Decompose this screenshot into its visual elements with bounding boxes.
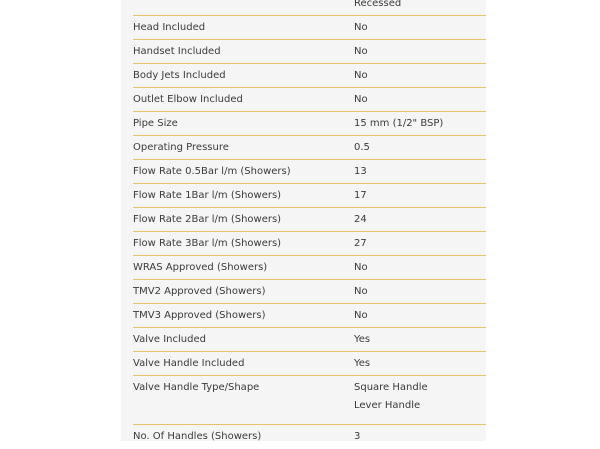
- spec-row: TMV2 Approved (Showers) No: [133, 280, 486, 304]
- spec-value: No: [354, 64, 368, 88]
- spec-value-line: Yes: [354, 358, 371, 369]
- spec-value-line: Recessed: [354, 0, 402, 9]
- spec-row: Valve Handle Included Yes: [133, 352, 486, 376]
- spec-label: TMV3 Approved (Showers): [133, 310, 266, 321]
- spec-value: No: [354, 280, 368, 304]
- spec-value: 13: [354, 160, 367, 184]
- spec-row: WRAS Approved (Showers) No: [133, 256, 486, 280]
- spec-value: No: [354, 304, 368, 328]
- spec-value-line: No: [354, 286, 368, 297]
- spec-value-line: Lever Handle: [354, 400, 421, 411]
- spec-row: Body Jets Included No: [133, 64, 486, 88]
- spec-value-line: No: [354, 22, 368, 33]
- spec-value-line: No: [354, 94, 368, 105]
- spec-value-line: 17: [354, 190, 367, 201]
- spec-value-line: 3: [354, 431, 361, 442]
- spec-value: No: [354, 40, 368, 64]
- spec-label: Valve Handle Type/Shape: [133, 382, 260, 393]
- spec-value-line: No: [354, 46, 368, 57]
- spec-label: Flow Rate 2Bar l/m (Showers): [133, 214, 282, 225]
- spec-label: Head Included: [133, 22, 206, 33]
- spec-row: Flow Rate 1Bar l/m (Showers) 17: [133, 184, 486, 208]
- spec-label: Pipe Size: [133, 118, 178, 129]
- spec-value: Recessed: [354, 0, 401, 16]
- spec-value-line: No: [354, 310, 368, 321]
- spec-row: Recessed: [133, 0, 486, 16]
- spec-value: No: [354, 16, 368, 40]
- spec-value-line: 13: [354, 166, 367, 177]
- product-specifications-panel: [121, 0, 486, 441]
- spec-value-line: Yes: [354, 334, 371, 345]
- spec-row: Operating Pressure 0.5: [133, 136, 486, 160]
- spec-label: Flow Rate 3Bar l/m (Showers): [133, 238, 282, 249]
- spec-row: Flow Rate 3Bar l/m (Showers) 27: [133, 232, 486, 256]
- spec-value: 15 mm (1/2" BSP): [354, 112, 443, 136]
- spec-label: Body Jets Included: [133, 70, 226, 81]
- spec-value: 3: [354, 425, 360, 449]
- spec-value: Yes: [354, 352, 370, 376]
- spec-label: Flow Rate 0.5Bar l/m (Showers): [133, 166, 291, 177]
- spec-value-line: Square Handle: [354, 382, 428, 393]
- spec-row: Valve Included Yes: [133, 328, 486, 352]
- spec-row: Flow Rate 0.5Bar l/m (Showers) 13: [133, 160, 486, 184]
- spec-value: 17: [354, 184, 367, 208]
- spec-label: Valve Handle Included: [133, 358, 245, 369]
- spec-label: Operating Pressure: [133, 142, 229, 153]
- spec-label: Handset Included: [133, 46, 221, 57]
- spec-value: Square Handle Lever Handle: [354, 379, 428, 415]
- spec-row: Pipe Size 15 mm (1/2" BSP): [133, 112, 486, 136]
- spec-row: Flow Rate 2Bar l/m (Showers) 24: [133, 208, 486, 232]
- spec-label: Outlet Elbow Included: [133, 94, 243, 105]
- spec-label: Flow Rate 1Bar l/m (Showers): [133, 190, 282, 201]
- spec-value: No: [354, 256, 368, 280]
- spec-row: TMV3 Approved (Showers) No: [133, 304, 486, 328]
- spec-label: No. Of Handles (Showers): [133, 431, 262, 442]
- spec-label: TMV2 Approved (Showers): [133, 286, 266, 297]
- spec-value-line: 24: [354, 214, 367, 225]
- spec-value-line: 27: [354, 238, 367, 249]
- spec-value-line: 15 mm (1/2" BSP): [354, 118, 444, 129]
- spec-label: WRAS Approved (Showers): [133, 262, 268, 273]
- spec-value: Yes: [354, 328, 370, 352]
- spec-value-line: 0.5: [354, 142, 370, 153]
- spec-row: Valve Handle Type/Shape Square Handle Leve…: [133, 376, 486, 425]
- spec-row: No. Of Handles (Showers) 3: [133, 425, 486, 449]
- spec-row: Head Included No: [133, 16, 486, 40]
- spec-value: No: [354, 88, 368, 112]
- spec-label: Valve Included: [133, 334, 206, 345]
- spec-row: Handset Included No: [133, 40, 486, 64]
- spec-value: 0.5: [354, 136, 370, 160]
- specifications-table: Recessed Head Included No Handset Included N…: [133, 0, 486, 449]
- spec-value: 27: [354, 232, 367, 256]
- spec-value: 24: [354, 208, 367, 232]
- spec-row: Outlet Elbow Included No: [133, 88, 486, 112]
- spec-value-line: No: [354, 262, 368, 273]
- spec-value-line: No: [354, 70, 368, 81]
